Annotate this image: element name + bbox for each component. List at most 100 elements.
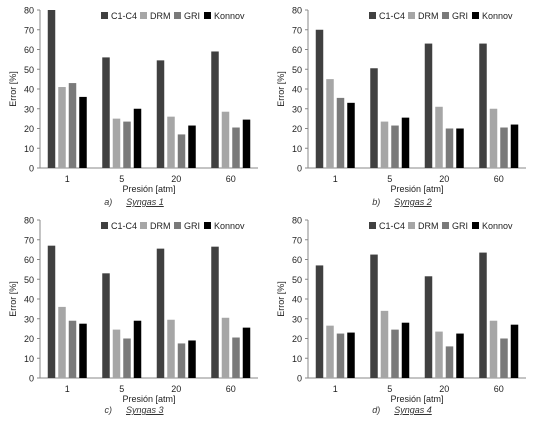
- bar-gri: [68, 83, 77, 168]
- bar-konnov: [347, 102, 355, 168]
- bar-c1-c4: [102, 57, 110, 168]
- y-tick-label: 20: [292, 124, 302, 134]
- y-tick-label: 80: [292, 6, 302, 16]
- y-tick-label: 10: [292, 354, 302, 364]
- y-tick-label: 0: [297, 164, 302, 174]
- bar-gri: [177, 134, 186, 168]
- legend-swatch: [174, 222, 181, 229]
- bar-drm: [112, 329, 121, 378]
- bar-konnov: [456, 128, 464, 168]
- x-tick-label: 20: [439, 384, 449, 394]
- bar-c1-c4: [370, 68, 378, 168]
- bar-gri: [391, 329, 399, 378]
- bar-drm: [58, 306, 66, 378]
- chart-panel-d: 0 10 20 30 40 50 60 70 80 1 5 20 60 Presión [atm] Erro…: [268, 210, 536, 420]
- y-tick-label: 0: [29, 164, 34, 174]
- bar-drm: [326, 325, 334, 378]
- bar-konnov: [188, 340, 196, 378]
- bar-c1-c4: [424, 276, 433, 378]
- bar-c1-c4: [47, 10, 56, 168]
- y-tick-label: 60: [292, 45, 302, 55]
- bar-gri: [232, 337, 240, 378]
- y-tick-label: 40: [24, 295, 34, 305]
- legend-swatch: [442, 12, 449, 19]
- y-tick-label: 60: [24, 45, 34, 55]
- x-tick-label: 1: [65, 384, 70, 394]
- y-axis-title: Error [%]: [8, 281, 18, 317]
- bar-c1-c4: [424, 43, 433, 169]
- bar-konnov: [401, 117, 410, 168]
- legend-swatch: [101, 12, 108, 19]
- x-axis-title: Presión [atm]: [390, 394, 443, 404]
- legend-label: C1-C4: [111, 221, 137, 231]
- x-tick-label: 20: [171, 174, 181, 184]
- x-tick-label: 5: [387, 174, 392, 184]
- legend-label: DRM: [418, 221, 439, 231]
- bar-gri: [232, 127, 240, 168]
- bar-konnov: [133, 108, 142, 168]
- bar-drm: [221, 317, 230, 378]
- legend-label: Konnov: [214, 221, 245, 231]
- legend-swatch: [369, 12, 376, 19]
- legend-label: C1-C4: [379, 221, 405, 231]
- y-tick-label: 10: [24, 354, 34, 364]
- bar-drm: [380, 310, 389, 378]
- bar-drm: [112, 118, 121, 168]
- legend-swatch: [369, 222, 376, 229]
- caption-name-a: Syngas 1: [126, 197, 164, 207]
- y-axis-title: Error [%]: [276, 71, 286, 107]
- legend-label: Konnov: [482, 221, 513, 231]
- y-tick-label: 30: [24, 314, 34, 324]
- bar-gri: [500, 127, 508, 168]
- x-axis-title: Presión [atm]: [122, 394, 175, 404]
- x-tick-label: 20: [171, 384, 181, 394]
- bar-konnov: [79, 96, 87, 168]
- legend-swatch: [472, 12, 479, 19]
- legend-swatch: [174, 12, 181, 19]
- legend-swatch: [101, 222, 108, 229]
- x-tick-label: 5: [119, 174, 124, 184]
- legend-swatch: [408, 12, 415, 19]
- y-tick-label: 30: [292, 314, 302, 324]
- legend-swatch: [140, 222, 147, 229]
- bar-drm: [489, 108, 498, 168]
- bar-konnov: [347, 332, 355, 378]
- legend-label: GRI: [184, 221, 200, 231]
- y-tick-label: 0: [29, 374, 34, 384]
- x-tick-label: 60: [226, 174, 236, 184]
- bar-c1-c4: [156, 60, 165, 168]
- legend-label: GRI: [452, 11, 468, 21]
- bar-konnov: [133, 320, 142, 378]
- bar-drm: [58, 87, 66, 168]
- caption-c: c) Syngas 3: [0, 405, 268, 415]
- bar-c1-c4: [315, 29, 324, 168]
- bar-c1-c4: [479, 43, 487, 169]
- legend-label: C1-C4: [379, 11, 405, 21]
- bar-drm: [435, 106, 443, 168]
- bar-konnov: [401, 322, 410, 378]
- legend-label: Konnov: [482, 11, 513, 21]
- legend-swatch: [204, 12, 211, 19]
- legend-swatch: [408, 222, 415, 229]
- chart-panel-c: 0 10 20 30 40 50 60 70 80 1 5 20 60 Presión [atm] Erro…: [0, 210, 268, 420]
- x-axis-title: Presión [atm]: [390, 184, 443, 194]
- bar-drm: [167, 116, 175, 168]
- y-axis-title: Error [%]: [8, 71, 18, 107]
- x-tick-label: 60: [494, 384, 504, 394]
- y-tick-label: 20: [24, 334, 34, 344]
- y-tick-label: 0: [297, 374, 302, 384]
- bar-konnov: [79, 323, 87, 378]
- y-tick-label: 80: [24, 6, 34, 16]
- y-tick-label: 50: [292, 65, 302, 75]
- legend-label: Konnov: [214, 11, 245, 21]
- caption-tag-c: c): [104, 405, 112, 415]
- bar-konnov: [456, 333, 464, 378]
- legend-label: GRI: [184, 11, 200, 21]
- bar-c1-c4: [370, 254, 378, 378]
- legend-swatch: [204, 222, 211, 229]
- caption-b: b) Syngas 2: [268, 197, 536, 207]
- bar-chart-a: 0 10 20 30 40 50 60 70 80 1 5 20 60 Presión [atm] Erro…: [8, 6, 258, 194]
- y-tick-label: 40: [292, 85, 302, 95]
- caption-name-b: Syngas 2: [394, 197, 432, 207]
- bar-drm: [435, 331, 443, 378]
